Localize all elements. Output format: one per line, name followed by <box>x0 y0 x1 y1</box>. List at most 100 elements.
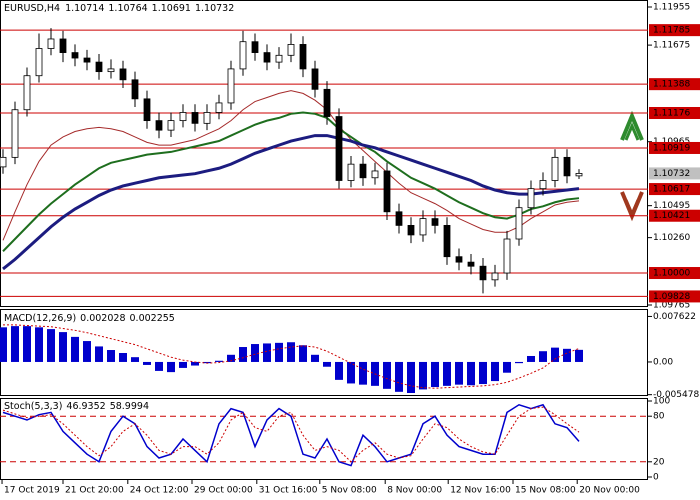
y-tick-label: 80 <box>653 412 665 422</box>
histogram-bar <box>419 361 427 390</box>
histogram-bar <box>179 361 187 368</box>
candle-body <box>35 48 43 77</box>
last-close: 1.10732 <box>195 3 234 14</box>
histogram-bar <box>143 361 151 365</box>
histogram-bar <box>467 361 475 386</box>
histogram-bar <box>191 361 199 366</box>
histogram-bar <box>515 361 523 364</box>
x-tick-label: 5 Nov 08:00 <box>322 486 377 496</box>
last-low: 1.10691 <box>152 3 191 14</box>
histogram-bar <box>23 326 31 362</box>
candle-body <box>359 163 367 179</box>
candle-body <box>59 38 67 53</box>
histogram-bar <box>539 351 547 362</box>
last-high: 1.10764 <box>108 3 147 14</box>
candle-body <box>347 163 355 181</box>
candle-body <box>515 207 523 240</box>
candle-body <box>23 75 31 111</box>
histogram-bar <box>383 361 391 389</box>
candle-body <box>371 170 379 179</box>
histogram-bar <box>203 361 211 364</box>
candle-body <box>467 261 475 267</box>
level-tag <box>649 267 700 280</box>
histogram-bar <box>131 357 139 362</box>
candle-body <box>83 57 91 63</box>
histogram-bar <box>311 354 319 362</box>
k-last: 46.9352 <box>66 401 105 412</box>
price-header: EURUSD,H4 1.10714 1.10764 1.10691 1.10732 <box>4 3 234 14</box>
marks: 1.119551.116751.109651.104951.102601.097… <box>0 3 700 496</box>
histogram-bar <box>347 361 355 384</box>
level-tag <box>649 24 700 37</box>
candle-body <box>503 238 511 274</box>
x-tick-label: 8 Nov 00:00 <box>387 486 442 496</box>
d-last: 58.9994 <box>110 401 149 412</box>
histogram-bar <box>227 354 235 362</box>
candle-body <box>179 112 187 122</box>
x-tick-label: 21 Oct 20:00 <box>65 486 124 496</box>
x-tick-label: 15 Nov 08:00 <box>515 486 576 496</box>
last-open: 1.10714 <box>65 3 104 14</box>
candle-body <box>407 224 415 236</box>
histogram-bar <box>215 360 223 362</box>
candle-body <box>191 112 199 124</box>
candle-body <box>287 44 295 56</box>
level-label: 1.11388 <box>653 80 690 90</box>
up-arrow-inner <box>624 122 640 141</box>
level-tag <box>649 209 700 222</box>
candle-body <box>527 188 535 209</box>
candle-body <box>335 116 343 181</box>
histogram-bar <box>287 342 295 362</box>
histogram-bar <box>359 361 367 385</box>
candle-body <box>539 180 547 190</box>
series-line <box>2 90 580 241</box>
stoch-title: Stoch(5,3,3) <box>4 401 62 412</box>
candle-body <box>107 68 115 73</box>
candle-body <box>575 173 583 177</box>
x-tick-label: 29 Oct 00:00 <box>194 486 253 496</box>
level-label: 1.10000 <box>653 269 690 279</box>
histogram-bar <box>251 344 259 362</box>
price-label: 1.10732 <box>653 169 690 179</box>
symbol: EURUSD,H4 <box>4 3 60 14</box>
y-tick-label: 1.09765 <box>653 301 690 311</box>
y-tick-label: 0 <box>653 473 659 483</box>
x-tick-label: 20 Nov 00:00 <box>579 486 640 496</box>
level-tag <box>649 107 700 120</box>
level-label: 1.10617 <box>653 185 690 195</box>
histogram-bar <box>0 327 7 362</box>
down-arrow-inner <box>624 199 640 218</box>
histogram-bar <box>455 361 463 385</box>
y-tick-label: 20 <box>653 457 665 467</box>
signal-last: 0.002255 <box>130 313 175 324</box>
histogram-bar <box>527 355 535 362</box>
histogram-bar <box>563 348 571 362</box>
level-tag <box>649 290 700 303</box>
candle-body <box>239 41 247 70</box>
histogram-bar <box>107 350 115 362</box>
candle-body <box>0 156 7 168</box>
histogram-bar <box>167 361 175 373</box>
histogram-bar <box>155 361 163 371</box>
macd-last: 0.002028 <box>80 313 125 324</box>
y-tick-label: 0.00 <box>653 357 673 367</box>
histogram-bar <box>323 361 331 367</box>
histogram-bar <box>275 342 283 362</box>
histogram-bar <box>503 361 511 373</box>
series-line <box>2 403 580 467</box>
level-label: 1.09828 <box>653 292 690 302</box>
histogram-bar <box>83 341 91 362</box>
candle-body <box>71 52 79 59</box>
series-line <box>3 324 580 389</box>
candle-body <box>419 218 427 236</box>
price-panel <box>0 0 648 307</box>
candle-body <box>143 98 151 122</box>
x-tick-label: 24 Oct 12:00 <box>130 486 189 496</box>
candle-body <box>203 112 211 124</box>
level-label: 1.10421 <box>653 211 690 221</box>
candle-body <box>215 102 223 113</box>
y-tick-label: 0.007622 <box>653 312 696 322</box>
candle-body <box>263 52 271 63</box>
